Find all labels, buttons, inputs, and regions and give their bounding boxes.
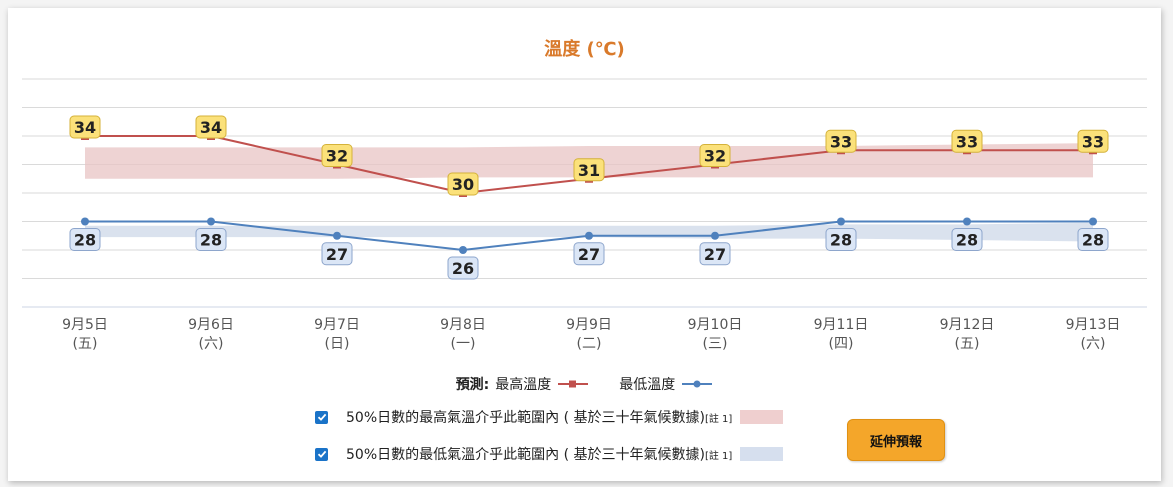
max-temp-label-box xyxy=(951,129,983,153)
min-temp-label: 28 xyxy=(956,231,978,250)
min-range-text: 50%日數的最低氣溫介乎此範圍內 ( 基於三十年氣候數據) xyxy=(346,447,705,463)
min-temp-point xyxy=(1089,217,1097,226)
x-tick-label: 9月12日 xyxy=(940,317,995,333)
x-tick-weekday: (四) xyxy=(829,336,854,352)
min-temp-point xyxy=(837,217,845,226)
check-icon xyxy=(317,450,326,458)
legend-max-label[interactable]: 最高溫度 xyxy=(495,377,552,393)
x-tick-weekday: (一) xyxy=(451,336,476,352)
min-temp-label: 28 xyxy=(830,231,852,250)
max-temp-label-box xyxy=(1077,129,1109,153)
temperature-chart: 34 34 32 30 31 32 33 33 33 28 28 27 26 27 27 28 28 28 9月5日… xyxy=(22,78,1147,352)
legend-min-key-icon[interactable] xyxy=(681,379,713,389)
chart-panel: 34 34 32 30 31 32 33 33 33 28 28 27 26 27 27 28 28 28 9月5日… xyxy=(8,8,1161,481)
x-tick-label: 9月8日 xyxy=(440,317,486,333)
min-range-checkbox[interactable] xyxy=(315,447,328,461)
max-temp-label-box xyxy=(321,144,353,167)
min-temp-point xyxy=(585,231,593,240)
min-temp-label-box xyxy=(1077,228,1109,251)
max-range-text: 50%日數的最高氣溫介乎此範圍內 ( 基於三十年氣候數據) xyxy=(346,410,705,426)
max-temp-label: 33 xyxy=(1082,132,1104,151)
check-icon xyxy=(317,413,326,421)
legend-max-key-icon[interactable] xyxy=(557,379,589,389)
max-temp-label-box xyxy=(195,115,227,139)
min-temp-point xyxy=(963,217,971,226)
min-temp-label: 27 xyxy=(326,245,348,264)
x-tick-weekday: (六) xyxy=(199,336,224,352)
x-tick-label: 9月11日 xyxy=(814,317,869,333)
min-temp-label-box xyxy=(699,242,731,266)
max-range-checkbox[interactable] xyxy=(315,410,328,424)
max-temp-label-box xyxy=(69,115,101,139)
max-temp-label: 32 xyxy=(326,147,348,166)
max-range-swatch xyxy=(740,410,784,424)
min-temp-label-box xyxy=(195,228,227,251)
min-temp-point xyxy=(459,246,467,254)
min-temp-label-box xyxy=(573,242,605,266)
min-temp-point xyxy=(333,231,341,240)
max-temp-label: 31 xyxy=(578,161,600,180)
max-range-row: 50%日數的最高氣溫介乎此範圍內 ( 基於三十年氣候數據) [註 1] xyxy=(315,407,784,427)
legend-prefix: 預測: xyxy=(455,377,490,393)
min-temp-label-box xyxy=(825,228,857,251)
max-temp-label: 33 xyxy=(956,132,978,151)
extended-forecast-button[interactable]: 延伸預報 xyxy=(847,419,945,461)
x-tick-label: 9月5日 xyxy=(62,317,108,333)
min-range-row: 50%日數的最低氣溫介乎此範圍內 ( 基於三十年氣候數據) [註 1] xyxy=(315,444,784,464)
x-tick-weekday: (五) xyxy=(955,336,980,352)
x-tick-weekday: (二) xyxy=(577,336,602,352)
max-temp-label-box xyxy=(825,129,857,153)
x-tick-label: 9月13日 xyxy=(1066,317,1121,333)
min-range-swatch xyxy=(740,447,784,461)
min-temp-label: 26 xyxy=(452,259,474,278)
x-tick-weekday: (日) xyxy=(325,336,350,352)
max-temp-label: 32 xyxy=(704,147,726,166)
max-range-note-link[interactable]: [註 1] xyxy=(704,413,733,425)
min-temp-label-box xyxy=(447,256,479,280)
min-temp-point xyxy=(711,231,719,240)
max-temp-label: 34 xyxy=(200,118,222,137)
max-temp-label-box xyxy=(699,144,731,167)
min-temp-label: 28 xyxy=(74,231,96,250)
min-temp-point xyxy=(81,217,89,226)
min-temp-label-box xyxy=(321,242,353,266)
max-temp-label: 30 xyxy=(452,175,474,194)
min-temp-label: 27 xyxy=(704,245,726,264)
x-tick-weekday: (三) xyxy=(703,336,728,352)
x-tick-label: 9月10日 xyxy=(688,317,743,333)
min-temp-point xyxy=(207,217,215,226)
max-temp-label-box xyxy=(447,172,479,196)
max-temp-label: 33 xyxy=(830,132,852,151)
legend-min-label[interactable]: 最低溫度 xyxy=(619,377,676,393)
x-tick-weekday: (五) xyxy=(73,336,98,352)
min-temp-label: 28 xyxy=(200,231,222,250)
chart-title: 溫度 (℃) xyxy=(544,39,625,60)
x-tick-label: 9月6日 xyxy=(188,317,234,333)
min-temp-label-box xyxy=(69,228,101,251)
min-temp-label: 27 xyxy=(578,245,600,264)
x-tick-weekday: (六) xyxy=(1081,336,1106,352)
min-temp-label-box xyxy=(951,228,983,251)
x-tick-label: 9月7日 xyxy=(314,317,360,333)
series-legend: 預測: 最高溫度 最低溫度 xyxy=(8,374,1161,394)
min-temp-label: 28 xyxy=(1082,231,1104,250)
x-tick-label: 9月9日 xyxy=(566,317,612,333)
max-temp-label-box xyxy=(573,158,605,182)
max-temp-label: 34 xyxy=(74,118,96,137)
min-range-note-link[interactable]: [註 1] xyxy=(704,450,733,462)
